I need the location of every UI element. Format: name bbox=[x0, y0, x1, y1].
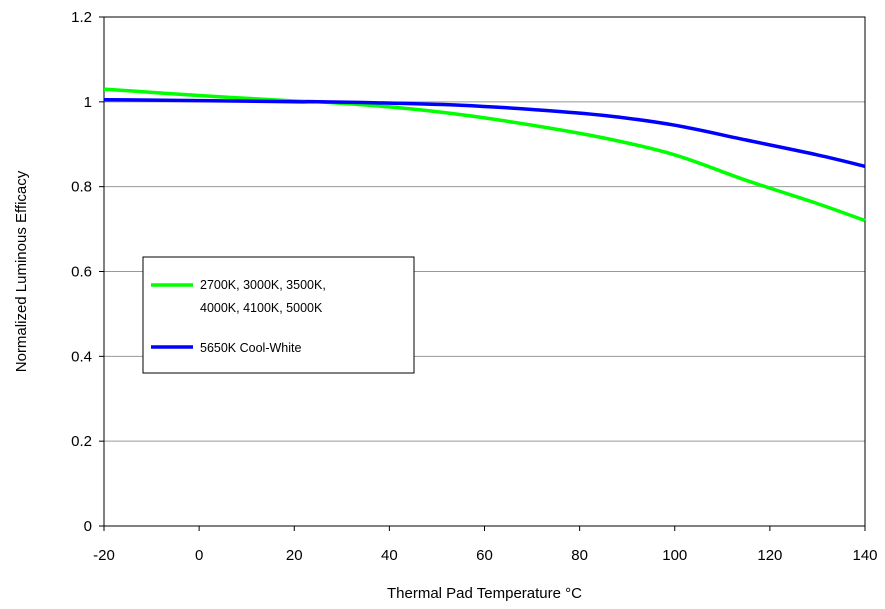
x-tick-label: 60 bbox=[476, 547, 493, 564]
x-tick-label: -20 bbox=[93, 547, 115, 564]
tick-labels: 00.20.40.60.811.2-20 0 20 40 60 80 100 120 140 bbox=[71, 9, 877, 564]
y-tick-label: 0.2 bbox=[71, 433, 92, 450]
y-tick-label: 1 bbox=[84, 94, 92, 111]
y-tick-label: 0.4 bbox=[71, 348, 92, 365]
y-tick-label: 1.2 bbox=[71, 9, 92, 26]
series-line-1 bbox=[103, 97, 866, 169]
y-tick-label: 0.8 bbox=[71, 179, 92, 196]
series-line-0 bbox=[103, 87, 866, 223]
y-tick-label: 0 bbox=[84, 518, 92, 535]
y-axis-title: Normalized Luminous Efficacy bbox=[13, 170, 30, 372]
series-lines bbox=[103, 87, 866, 223]
x-axis-title: Thermal Pad Temperature °C bbox=[387, 585, 582, 602]
y-tick-label: 0.6 bbox=[71, 264, 92, 281]
x-tick-label: 140 bbox=[852, 547, 877, 564]
x-tick-label: 0 bbox=[195, 547, 203, 564]
x-tick-label: 40 bbox=[381, 547, 398, 564]
legend: 2700K, 3000K, 3500K, 4000K, 4100K, 5000K… bbox=[142, 256, 415, 374]
legend-label-blue: 5650K Cool-White bbox=[200, 341, 301, 355]
x-tick-label: 80 bbox=[571, 547, 588, 564]
x-tick-label: 120 bbox=[757, 547, 782, 564]
legend-label-green-line2: 4000K, 4100K, 5000K bbox=[200, 301, 323, 315]
axis-ticks bbox=[99, 16, 866, 531]
legend-box bbox=[142, 256, 415, 374]
x-tick-label: 100 bbox=[662, 547, 687, 564]
legend-label-green-line1: 2700K, 3000K, 3500K, bbox=[200, 278, 326, 292]
x-tick-label: 20 bbox=[286, 547, 303, 564]
